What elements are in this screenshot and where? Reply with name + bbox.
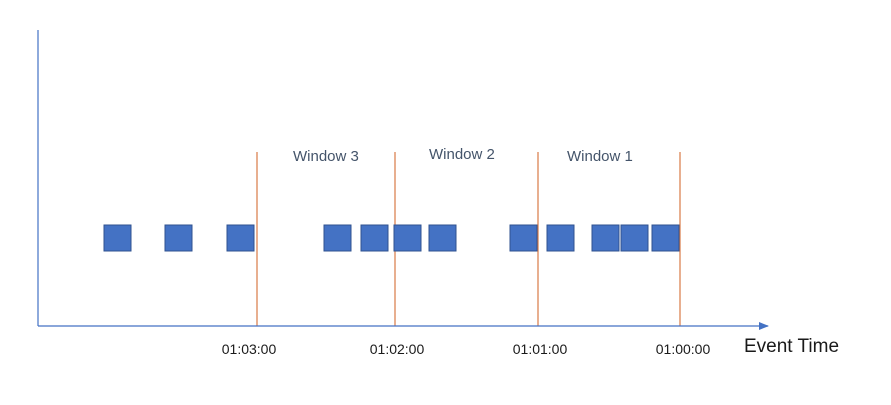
tick-label-01-03-00: 01:03:00 [221,341,277,357]
tick-label-01-01-00: 01:01:00 [512,341,568,357]
event-markers [103,224,680,252]
window-3-label: Window 3 [293,148,359,165]
window-boundaries [256,152,681,326]
window-1-label: Window 1 [567,148,633,165]
event-marker-1 [103,224,132,252]
event-marker-11 [620,224,649,252]
x-axis-title: Event Time [744,336,840,357]
axes [37,30,769,330]
tick-label-01-00-00: 01:00:00 [655,341,711,357]
event-marker-8 [509,224,538,252]
window-2-label: Window 2 [429,146,495,163]
event-marker-10 [591,224,620,252]
event-marker-4 [323,224,352,252]
event-marker-9 [546,224,575,252]
event-marker-12 [651,224,680,252]
event-marker-7 [428,224,457,252]
event-marker-5 [360,224,389,252]
event-marker-3 [226,224,255,252]
event-marker-2 [164,224,193,252]
event-marker-6 [393,224,422,252]
tick-label-01-02-00: 01:02:00 [369,341,425,357]
